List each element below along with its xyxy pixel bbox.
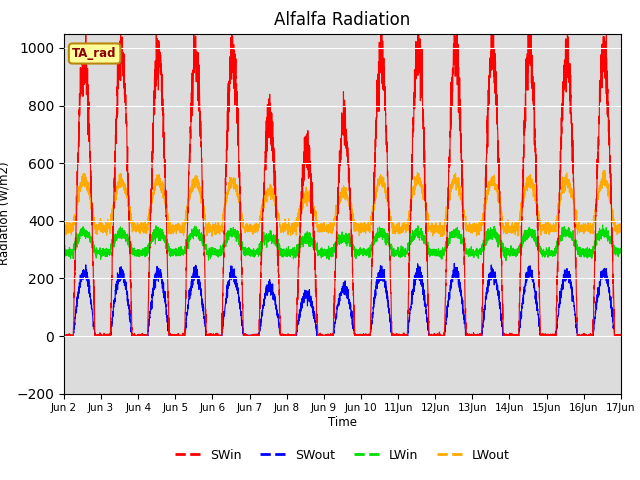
Y-axis label: Radiation (W/m2): Radiation (W/m2): [0, 162, 11, 265]
LWin: [322, 250, 330, 255]
SWout: [436, 333, 444, 339]
SWin: [467, 333, 475, 338]
SWin: [617, 331, 625, 337]
LWout: [436, 231, 444, 237]
Line: SWout: SWout: [64, 264, 621, 336]
SWout: [60, 333, 68, 338]
SWin: [436, 333, 444, 339]
Text: TA_rad: TA_rad: [72, 47, 117, 60]
SWout: [616, 333, 624, 338]
LWout: [160, 194, 168, 200]
SWout: [160, 295, 168, 301]
SWin: [160, 132, 168, 138]
LWout: [499, 221, 507, 227]
Line: SWin: SWin: [64, 13, 621, 336]
SWout: [499, 329, 507, 335]
SWout: [61, 333, 68, 339]
LWin: [617, 245, 625, 251]
Legend: SWin, SWout, LWin, LWout: SWin, SWout, LWin, LWout: [170, 444, 515, 467]
LWout: [437, 234, 445, 240]
LWout: [617, 228, 625, 233]
SWin: [526, 10, 534, 16]
LWin: [436, 249, 444, 254]
Title: Alfalfa Radiation: Alfalfa Radiation: [275, 11, 410, 29]
SWin: [60, 333, 68, 339]
LWin: [502, 258, 510, 264]
SWout: [467, 333, 475, 338]
LWout: [322, 225, 330, 231]
SWout: [322, 333, 330, 339]
LWin: [499, 243, 506, 249]
LWout: [467, 222, 475, 228]
SWin: [616, 333, 624, 339]
LWout: [601, 168, 609, 173]
LWin: [60, 251, 68, 256]
LWout: [60, 227, 68, 232]
SWout: [617, 333, 625, 339]
Line: LWout: LWout: [64, 170, 621, 237]
SWin: [322, 332, 330, 338]
LWout: [616, 225, 624, 231]
Line: LWin: LWin: [64, 225, 621, 261]
LWin: [599, 222, 607, 228]
LWin: [160, 234, 168, 240]
SWout: [451, 261, 458, 266]
SWin: [499, 316, 506, 322]
LWin: [616, 251, 624, 256]
X-axis label: Time: Time: [328, 416, 357, 429]
LWin: [467, 248, 475, 254]
